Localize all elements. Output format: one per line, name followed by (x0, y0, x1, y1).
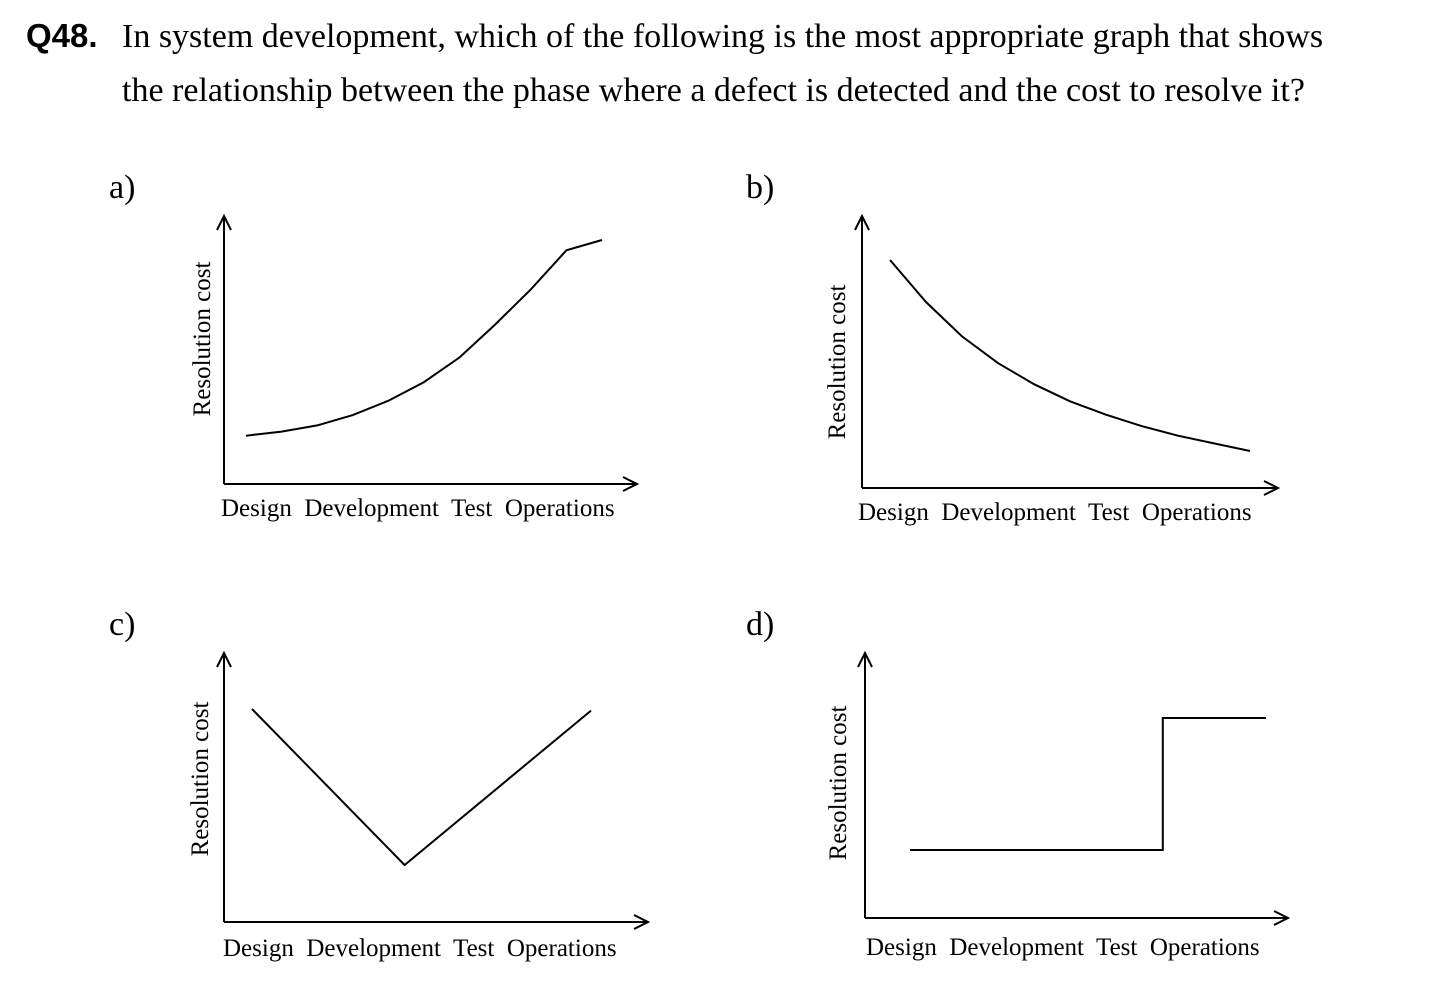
x-axis-label: Design Development Test Operations (858, 499, 1252, 526)
x-axis-label: Design Development Test Operations (866, 934, 1260, 961)
graph-d: Resolution cost Design Development Test … (825, 650, 1291, 961)
y-axis-arrow (854, 213, 870, 231)
x-axis-label: Design Development Test Operations (221, 495, 615, 522)
series-line (889, 259, 1251, 452)
option-letter: b) (746, 169, 775, 206)
series-line (245, 239, 603, 437)
x-axis-arrow (1263, 480, 1281, 496)
option-letter: a) (109, 169, 136, 206)
y-axis-arrow (216, 650, 232, 668)
y-axis-label: Resolution cost (824, 285, 851, 440)
y-axis-label: Resolution cost (187, 702, 214, 857)
question-text-line-1: In system development, which of the foll… (122, 18, 1324, 55)
x-axis-arrow (622, 476, 640, 492)
option-d[interactable]: d) Resolution cost Design Development Te… (738, 605, 1398, 985)
y-axis-label: Resolution cost (825, 706, 852, 861)
x-axis-arrow (633, 914, 651, 930)
graph-b: Resolution cost Design Development Test … (824, 213, 1281, 526)
question-text-line-2: the relationship between the phase where… (122, 72, 1305, 109)
option-letter: c) (109, 606, 136, 643)
x-axis-label: Design Development Test Operations (223, 935, 617, 962)
series-line (910, 717, 1266, 851)
y-axis-label: Resolution cost (189, 262, 216, 417)
y-axis-arrow (216, 213, 232, 231)
option-c[interactable]: c) Resolution cost Design Development Te… (100, 605, 760, 985)
series-line (251, 708, 592, 867)
graph-a: Resolution cost Design Development Test … (189, 213, 640, 522)
question-text: In system development, which of the foll… (122, 10, 1422, 118)
option-letter: d) (746, 606, 775, 643)
x-axis-arrow (1273, 910, 1291, 926)
y-axis-arrow (857, 650, 873, 668)
option-b[interactable]: b) Resolution cost Design Development Te… (738, 168, 1398, 548)
option-a[interactable]: a) Resolution cost Design Development Te… (100, 168, 760, 548)
question-number: Q48. (26, 17, 98, 54)
graph-c: Resolution cost Design Development Test … (187, 650, 651, 962)
